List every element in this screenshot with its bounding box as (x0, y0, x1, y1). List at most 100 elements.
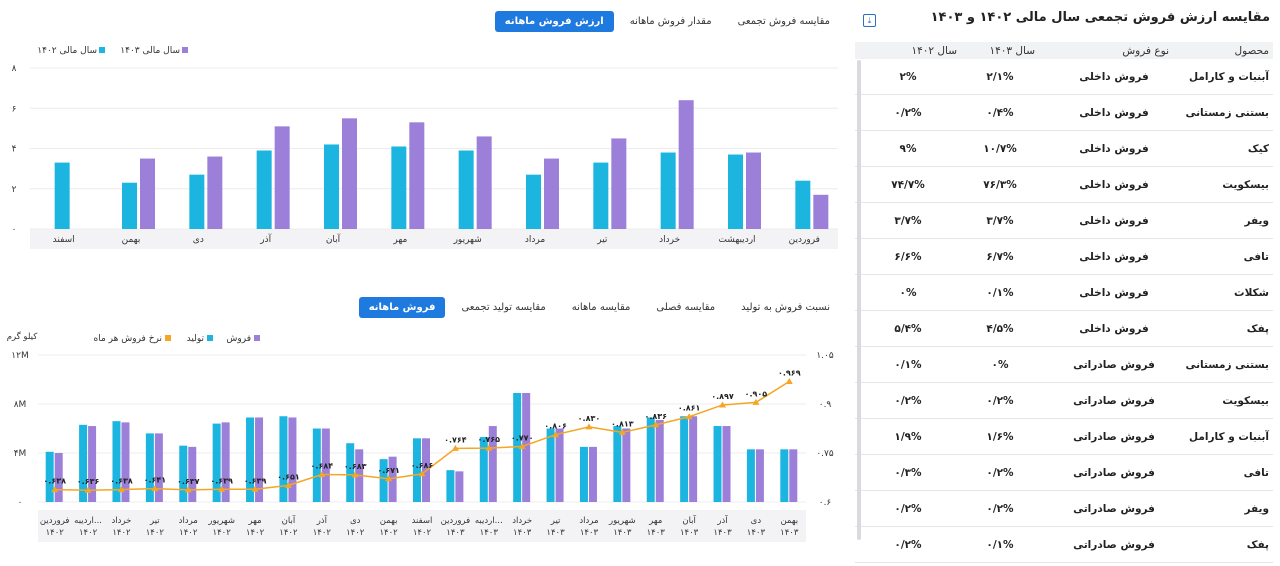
table-row[interactable]: پفک فروش داخلی ۴/۵% ۵/۴% (855, 310, 1273, 347)
bar-sales[interactable] (689, 416, 698, 502)
tab-1[interactable]: ارزش فروش ماهانه (494, 11, 614, 32)
bar-production[interactable] (646, 417, 655, 502)
tab-2[interactable]: مقایسه تولید تجمعی (461, 302, 546, 313)
table-row[interactable]: آبنبات و کارامل فروش صادراتی ۱/۶% ۱/۹% (855, 418, 1273, 455)
bar-sales[interactable] (488, 426, 497, 502)
bar-production[interactable] (246, 417, 255, 502)
rate-point[interactable] (418, 470, 426, 477)
bar-1402[interactable] (54, 162, 70, 229)
bar-production[interactable] (112, 421, 121, 502)
bar-production[interactable] (179, 445, 188, 502)
rate-point[interactable] (652, 421, 660, 428)
rate-point[interactable] (719, 401, 727, 408)
col-header-product[interactable]: محصول (1173, 42, 1273, 59)
bar-1402[interactable] (256, 150, 272, 229)
bar-1403[interactable] (207, 156, 223, 229)
table-row[interactable]: آبنبات و کارامل فروش داخلی ۲/۱% ۲% (855, 59, 1273, 95)
bar-sales[interactable] (455, 471, 464, 502)
rate-point[interactable] (184, 486, 192, 493)
rate-point[interactable] (251, 485, 259, 492)
rate-point[interactable] (318, 471, 326, 478)
bar-1403[interactable] (140, 158, 155, 229)
bar-production[interactable] (513, 392, 522, 502)
tab-1[interactable]: فروش ماهانه (358, 297, 446, 318)
table-row[interactable]: ویفر فروش صادراتی ۰/۲% ۰/۲% (855, 490, 1273, 527)
tab-5[interactable]: نسبت فروش به تولید (741, 302, 830, 313)
rate-point[interactable] (485, 444, 493, 451)
tab-4[interactable]: مقایسه فصلی (656, 302, 716, 313)
bar-production[interactable] (680, 416, 689, 502)
bar-1403[interactable] (746, 152, 761, 229)
bar-1402[interactable] (391, 146, 407, 229)
bar-1402[interactable] (728, 154, 743, 229)
bar-sales[interactable] (188, 446, 197, 502)
bar-production[interactable] (479, 437, 488, 502)
table-row[interactable]: بستنی زمستانی فروش صادراتی ۰% ۰/۱% (855, 346, 1273, 383)
bar-sales[interactable] (121, 422, 130, 502)
rate-point[interactable] (351, 471, 359, 478)
bar-1402[interactable] (324, 144, 339, 229)
bar-production[interactable] (379, 459, 388, 502)
bar-sales[interactable] (255, 417, 264, 502)
bar-production[interactable] (279, 416, 288, 502)
bar-1402[interactable] (795, 180, 811, 229)
bar-production[interactable] (579, 446, 588, 502)
rate-point[interactable] (385, 475, 393, 482)
bar-production[interactable] (45, 451, 54, 502)
table-row[interactable]: بستنی زمستانی فروش داخلی ۰/۴% ۰/۲% (855, 94, 1273, 131)
rate-point[interactable] (552, 431, 560, 438)
bar-1402[interactable] (122, 182, 137, 229)
tab-3[interactable]: مقایسه ماهانه (571, 302, 631, 313)
bar-production[interactable] (212, 423, 221, 502)
rate-point[interactable] (585, 423, 593, 430)
bar-sales[interactable] (88, 426, 97, 502)
rate-point[interactable] (284, 481, 292, 488)
bar-sales[interactable] (522, 392, 531, 502)
bar-sales[interactable] (388, 456, 397, 502)
bar-1403[interactable] (813, 194, 829, 229)
table-row[interactable]: بیسکویت فروش صادراتی ۰/۲% ۰/۲% (855, 382, 1273, 419)
bar-1403[interactable] (544, 158, 559, 229)
bar-production[interactable] (713, 426, 722, 502)
rate-point[interactable] (618, 428, 626, 435)
bar-1403[interactable] (342, 118, 357, 229)
bar-production[interactable] (746, 449, 755, 502)
rate-point[interactable] (685, 413, 693, 420)
col-header-1403[interactable]: سال ۱۴۰۳ (961, 42, 1039, 59)
table-row[interactable]: تافی فروش داخلی ۶/۷% ۶/۶% (855, 238, 1273, 275)
col-header-sale-type[interactable]: نوع فروش (1039, 42, 1173, 59)
bar-1402[interactable] (189, 174, 205, 229)
bar-sales[interactable] (54, 453, 63, 502)
rate-point[interactable] (218, 485, 226, 492)
bar-sales[interactable] (622, 428, 631, 503)
bar-production[interactable] (446, 470, 455, 502)
bar-sales[interactable] (588, 446, 597, 502)
tab-2[interactable]: مقدار فروش ماهانه (629, 16, 712, 27)
table-row[interactable]: شکلات فروش داخلی ۰/۱% ۰% (855, 274, 1273, 311)
bar-1402[interactable] (458, 150, 474, 229)
bar-production[interactable] (613, 426, 622, 502)
rate-point[interactable] (752, 398, 760, 405)
rate-point[interactable] (451, 444, 459, 451)
bar-1403[interactable] (409, 122, 425, 229)
bar-sales[interactable] (789, 449, 798, 502)
bar-1402[interactable] (593, 162, 609, 229)
rate-point[interactable] (785, 377, 793, 384)
rate-point[interactable] (518, 442, 526, 449)
bar-sales[interactable] (321, 428, 330, 503)
bar-sales[interactable] (655, 419, 664, 502)
table-row[interactable]: تافی فروش صادراتی ۰/۲% ۰/۳% (855, 454, 1273, 491)
table-row[interactable]: پفک فروش صادراتی ۰/۱% ۰/۲% (855, 526, 1273, 563)
col-header-1402[interactable]: سال ۱۴۰۲ (855, 42, 961, 59)
bar-production[interactable] (312, 428, 321, 503)
table-row[interactable]: کیک فروش داخلی ۱۰/۷% ۹% (855, 130, 1273, 167)
bar-1403[interactable] (678, 100, 694, 229)
bar-sales[interactable] (288, 417, 297, 502)
bar-production[interactable] (79, 424, 88, 502)
bar-1403[interactable] (274, 126, 290, 229)
bar-sales[interactable] (755, 449, 764, 502)
bar-production[interactable] (780, 449, 789, 502)
bar-1402[interactable] (660, 152, 676, 229)
bar-production[interactable] (413, 438, 421, 502)
bar-production[interactable] (546, 428, 555, 503)
